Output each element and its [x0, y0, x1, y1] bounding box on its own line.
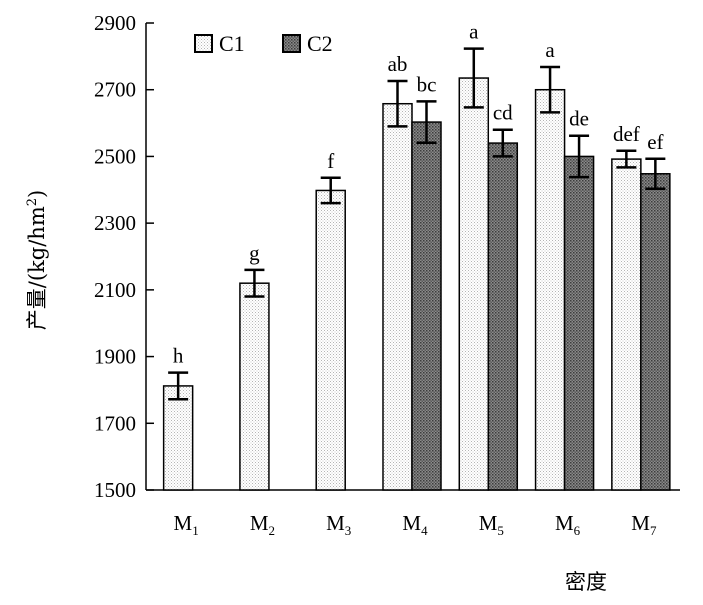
legend: C1 C2 — [194, 31, 333, 56]
significance-label: g — [249, 241, 260, 265]
y-axis-title-superscript: 2 — [25, 198, 40, 206]
significance-label: ab — [388, 52, 408, 76]
significance-label: bc — [417, 72, 437, 96]
bar-c1 — [382, 102, 413, 491]
bar-c1 — [239, 282, 270, 491]
y-tick-label: 1700 — [94, 411, 136, 435]
y-tick-label: 2900 — [94, 11, 136, 35]
x-category-label: M6 — [555, 511, 581, 538]
bar-c2 — [411, 121, 442, 491]
significance-label: ef — [647, 130, 663, 154]
x-category-label: M1 — [174, 511, 199, 538]
significance-label: a — [545, 38, 555, 62]
bar-c1 — [458, 77, 490, 491]
y-tick-label: 2300 — [94, 211, 136, 235]
y-tick-label: 1500 — [94, 478, 136, 502]
significance-label: a — [469, 20, 479, 44]
bar-c2 — [487, 142, 519, 491]
x-category-label: M2 — [250, 511, 275, 538]
x-category-label: M4 — [402, 511, 428, 538]
significance-labels-layer: h g f ab a a def bc cd de ef — [173, 20, 664, 368]
y-axis-title: 产量/(kg/hm2) — [25, 190, 49, 330]
bar-c1 — [162, 385, 194, 491]
legend-c2-swatch — [282, 34, 301, 53]
y-tick-label: 1900 — [94, 345, 136, 369]
x-category-label: M5 — [479, 511, 504, 538]
x-axis-title: 密度 — [565, 570, 607, 594]
bar-c1 — [611, 158, 642, 491]
significance-label: f — [327, 149, 334, 173]
bar-c2 — [563, 155, 595, 491]
bars-layer — [162, 77, 671, 491]
error-bars-layer — [168, 47, 666, 401]
significance-label: de — [569, 107, 589, 131]
y-tick-label: 2700 — [94, 78, 136, 102]
bar-c1 — [315, 189, 346, 491]
bar-c2 — [640, 173, 671, 491]
y-tick-label: 2500 — [94, 144, 136, 168]
legend-c2-label: C2 — [307, 31, 333, 56]
y-tick-label: 2100 — [94, 278, 136, 302]
legend-c1-label: C1 — [219, 31, 245, 56]
plot-area: 1500 1700 1900 2100 2300 2500 2700 2900 M1 M2 M3 M4… — [94, 11, 680, 538]
significance-label: def — [613, 122, 640, 146]
legend-c1-swatch — [194, 34, 213, 53]
x-category-label: M7 — [631, 511, 657, 538]
significance-label: h — [173, 344, 184, 368]
bar-c1 — [534, 88, 566, 491]
significance-label: cd — [493, 101, 513, 125]
x-category-label: M3 — [326, 511, 351, 538]
